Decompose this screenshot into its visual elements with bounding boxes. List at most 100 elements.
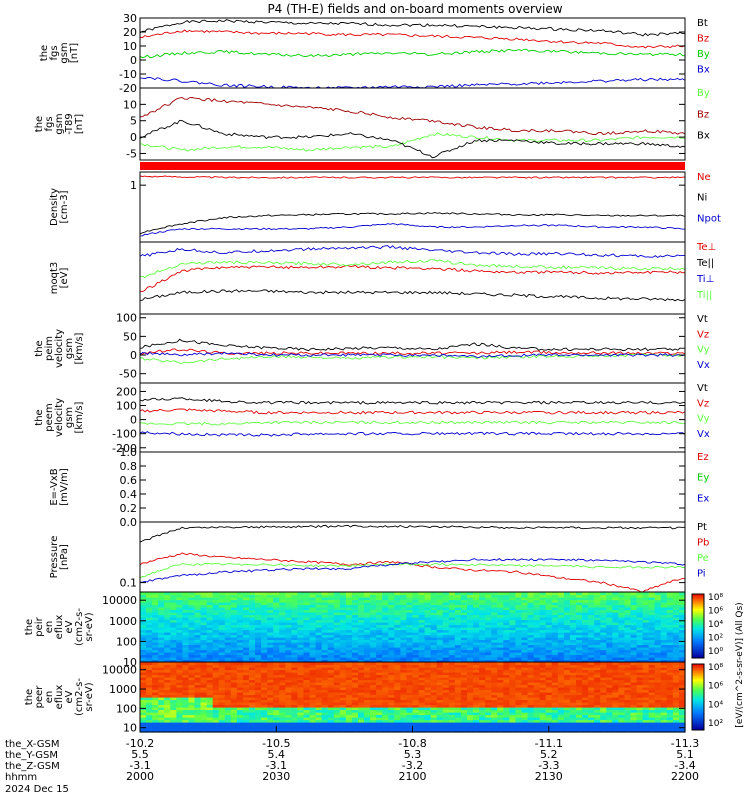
panel-temperature: Te⊥Te||Ti⊥Ti||moqt3[eV] — [49, 242, 716, 314]
series-Bx — [140, 120, 685, 157]
y-tick-label: 0.8 — [120, 460, 138, 473]
legend-Te⊥: Te⊥ — [696, 242, 716, 253]
series-Pe — [140, 563, 685, 578]
figure-title: P4 (TH-E) fields and on-board moments ov… — [267, 2, 562, 16]
y-tick-label: 100 — [116, 312, 137, 325]
y-axis-label: [nPa] — [59, 544, 70, 570]
series-Vt — [140, 398, 685, 404]
y-tick-label: 0.2 — [120, 502, 138, 515]
y-tick-label: -5 — [126, 148, 137, 161]
y-tick-label: 1000 — [109, 615, 137, 628]
y-tick-label: 10 — [123, 40, 137, 53]
panel-frame — [140, 383, 685, 452]
legend-Vt: Vt — [697, 383, 708, 394]
y-tick-label: 0 — [130, 131, 137, 144]
legend-Npot: Npot — [697, 213, 721, 224]
panel-frame — [140, 242, 685, 314]
series-Vz — [140, 409, 685, 414]
y-axis-label: [eV] — [59, 268, 70, 289]
y-axis-label: [km/s] — [74, 332, 85, 364]
legend-Vx: Vx — [697, 360, 710, 371]
y-tick-label: 100 — [116, 400, 137, 413]
y-tick-label: 5 — [130, 115, 137, 128]
y-axis-label: [nT] — [74, 114, 85, 134]
panel-frame — [140, 88, 685, 160]
legend-By: By — [697, 49, 710, 60]
legend-Pb: Pb — [697, 538, 709, 549]
series-Bz — [140, 30, 685, 48]
legend-Bz: Bz — [697, 34, 709, 45]
panel-frame — [140, 522, 685, 592]
panel-frame — [140, 452, 685, 522]
y-tick-label: 20 — [123, 26, 137, 39]
flag-band — [140, 162, 685, 170]
legend-Vx: Vx — [697, 429, 710, 440]
y-tick-label: 30 — [123, 12, 137, 25]
y-tick-label: 0 — [130, 349, 137, 362]
series-Ni — [140, 213, 685, 234]
legend-Vy: Vy — [697, 414, 710, 425]
series-Ti⊥ — [140, 246, 685, 258]
series-Bt — [140, 20, 685, 36]
series-Vx — [140, 432, 685, 437]
legend-Ti⊥: Ti⊥ — [696, 274, 714, 285]
y-tick-label: 200 — [116, 385, 137, 398]
y-tick-label: 100 — [116, 635, 137, 648]
y-tick-label: 10000 — [102, 594, 137, 607]
series-Ne — [140, 176, 685, 178]
y-tick-label: 0 — [130, 414, 137, 427]
series-By — [140, 49, 685, 58]
y-tick-label: -10 — [119, 68, 137, 81]
y-axis-label: [nT] — [69, 43, 80, 63]
legend-By: By — [697, 88, 710, 99]
series-Vy — [140, 421, 685, 425]
y-tick-label: 0 — [130, 54, 137, 67]
legend-Bx: Bx — [697, 65, 710, 76]
y-tick-label: 1 — [130, 179, 137, 192]
legend-Pi: Pi — [697, 569, 706, 580]
legend-Ex: Ex — [697, 493, 709, 504]
legend-Bz: Bz — [697, 109, 709, 120]
y-axis-label: sr-eV) — [84, 612, 95, 641]
legend-Pe: Pe — [697, 553, 709, 564]
y-tick-label: 0.4 — [120, 488, 138, 501]
y-tick-label: 0.0 — [120, 516, 138, 529]
legend-Bt: Bt — [697, 18, 708, 29]
legend-Bx: Bx — [697, 131, 710, 142]
legend-Ey: Ey — [697, 473, 709, 484]
legend-Ne: Ne — [697, 172, 711, 183]
y-axis-label: [mV/m] — [59, 468, 70, 506]
panel-frame — [140, 172, 685, 242]
legend-Vz: Vz — [697, 329, 709, 340]
y-tick-label: 0.6 — [120, 474, 138, 487]
y-tick-label: 10 — [123, 98, 137, 111]
y-axis-label: [km/s] — [74, 401, 85, 433]
y-tick-label: 50 — [123, 330, 137, 343]
series-Vz — [140, 349, 685, 355]
legend-Pt: Pt — [697, 522, 707, 533]
y-axis-label: [cm-3] — [59, 190, 70, 223]
y-tick-label: 0.1 — [120, 577, 138, 590]
y-tick-label: -100 — [112, 428, 137, 441]
legend-Ez: Ez — [697, 452, 709, 463]
legend-Vz: Vz — [697, 398, 709, 409]
legend-Vt: Vt — [697, 314, 708, 325]
legend-Ti||: Ti|| — [696, 290, 712, 301]
series-Bz — [140, 98, 685, 135]
series-Pt — [140, 525, 685, 542]
series-Vt — [140, 339, 685, 351]
legend-Ni: Ni — [697, 193, 707, 204]
y-tick-label: -50 — [119, 368, 137, 381]
series-Bx — [140, 77, 685, 88]
